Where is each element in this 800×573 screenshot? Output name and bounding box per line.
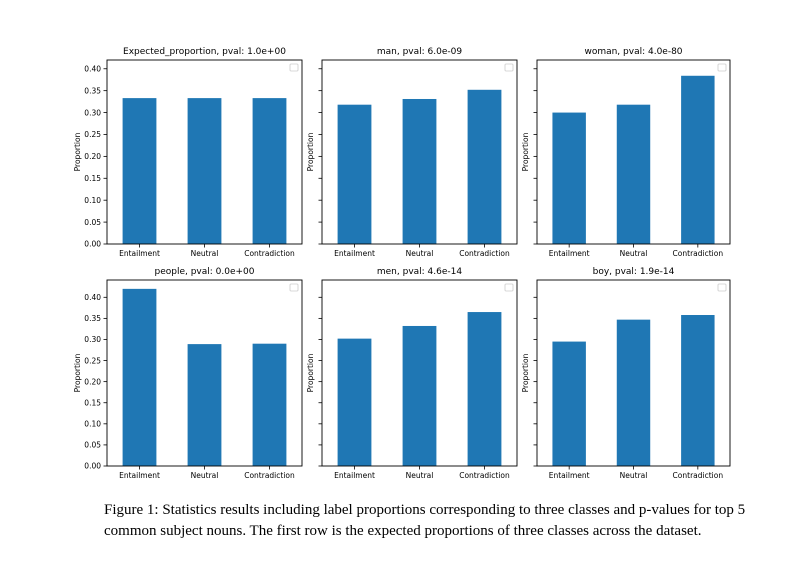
bar-neutral — [187, 98, 222, 244]
axes-frame — [106, 59, 303, 245]
subplot-title: woman, pval: 4.0e-80 — [584, 47, 682, 57]
x-tick-label: Entailment — [119, 249, 160, 258]
y-tick-label: 0.15 — [84, 174, 101, 183]
subplot-6: Entailment Neutral Contradiction boy, pval:… — [521, 267, 731, 480]
x-tick-label: Entailment — [549, 471, 590, 480]
y-tick-label: 0.20 — [84, 152, 101, 161]
x-tick-label: Contradiction — [459, 471, 510, 480]
bar-entailment — [337, 338, 372, 466]
legend-box — [717, 63, 727, 72]
y-tick-label: 0.20 — [84, 377, 101, 386]
y-tick-label: 0.15 — [84, 398, 101, 407]
subplot-title: boy, pval: 1.9e-14 — [593, 267, 675, 277]
figure-caption: Figure 1: Statistics results including l… — [104, 502, 746, 539]
bar-entailment — [552, 341, 586, 466]
x-tick-label: Contradiction — [459, 249, 510, 258]
bar-entailment — [122, 288, 157, 466]
y-tick-label: 0.00 — [84, 240, 101, 249]
y-axis-label: Proportion — [73, 132, 82, 171]
x-tick-label: Contradiction — [244, 471, 295, 480]
subplot-2: Entailment Neutral Contradiction man, pval:… — [306, 47, 518, 258]
x-tick-label: Entailment — [334, 471, 375, 480]
legend-box — [717, 283, 727, 292]
subplot-4: Entailment Neutral Contradiction 0.00 0.05 0.… — [73, 267, 303, 480]
subplot-1: Entailment Neutral Contradiction 0.00 0.05 0.… — [73, 47, 303, 258]
x-tick-label: Neutral — [406, 249, 434, 258]
y-tick-label: 0.40 — [84, 293, 101, 302]
y-tick-label: 0.30 — [84, 108, 101, 117]
bar-neutral — [187, 344, 222, 466]
y-tick-label: 0.05 — [84, 441, 101, 450]
legend-box — [289, 283, 299, 292]
y-tick-label: 0.00 — [84, 462, 101, 471]
axes-frame — [536, 279, 731, 467]
bar-contradiction — [467, 89, 502, 244]
bar-neutral — [616, 319, 651, 466]
legend-box — [504, 283, 514, 292]
subplot-3: Entailment Neutral Contradiction woman, pva… — [521, 47, 731, 258]
bar-contradiction — [681, 75, 715, 245]
x-tick-label: Contradiction — [244, 249, 295, 258]
x-tick-label: Neutral — [620, 249, 648, 258]
x-tick-label: Neutral — [191, 471, 219, 480]
x-tick-label: Entailment — [334, 249, 375, 258]
legend-box — [504, 63, 514, 72]
subplot-title: Expected_proportion, pval: 1.0e+00 — [123, 47, 286, 57]
bar-contradiction — [252, 343, 287, 466]
legend-box — [289, 63, 299, 72]
subplot-title: man, pval: 6.0e-09 — [377, 47, 462, 57]
axes-frame — [321, 279, 518, 467]
y-tick-label: 0.25 — [84, 130, 101, 139]
y-tick-label: 0.35 — [84, 86, 101, 95]
axes-frame — [321, 59, 518, 245]
y-axis-label: Proportion — [521, 353, 530, 392]
y-tick-label: 0.10 — [84, 196, 101, 205]
bar-neutral — [616, 104, 651, 244]
x-tick-label: Entailment — [119, 471, 160, 480]
bar-contradiction — [467, 312, 502, 466]
x-tick-label: Contradiction — [673, 471, 724, 480]
subplot-title: men, pval: 4.6e-14 — [377, 267, 463, 277]
axes-frame — [106, 279, 303, 467]
y-tick-label: 0.10 — [84, 420, 101, 429]
bar-contradiction — [252, 98, 287, 244]
subplot-5: Entailment Neutral Contradiction men, pval:… — [306, 267, 518, 480]
bar-entailment — [122, 98, 157, 244]
x-tick-label: Neutral — [620, 471, 648, 480]
y-axis-label: Proportion — [521, 132, 530, 171]
bar-neutral — [402, 98, 437, 245]
bar-entailment — [552, 112, 586, 244]
subplot-title: people, pval: 0.0e+00 — [154, 267, 254, 277]
y-tick-label: 0.35 — [84, 314, 101, 323]
y-tick-label: 0.40 — [84, 64, 101, 73]
figure: Entailment Neutral Contradiction 0.00 0.05 0.… — [73, 47, 731, 480]
y-axis-label: Proportion — [73, 353, 82, 392]
x-tick-label: Neutral — [406, 471, 434, 480]
x-tick-label: Neutral — [191, 249, 219, 258]
x-tick-label: Entailment — [549, 249, 590, 258]
y-tick-label: 0.05 — [84, 218, 101, 227]
y-tick-label: 0.25 — [84, 356, 101, 365]
y-axis-label: Proportion — [306, 132, 315, 171]
axes-frame — [536, 59, 731, 245]
bar-neutral — [402, 325, 437, 466]
y-tick-label: 0.30 — [84, 335, 101, 344]
bar-contradiction — [681, 315, 715, 466]
y-axis-label: Proportion — [306, 353, 315, 392]
bar-entailment — [337, 104, 372, 244]
x-tick-label: Contradiction — [673, 249, 724, 258]
